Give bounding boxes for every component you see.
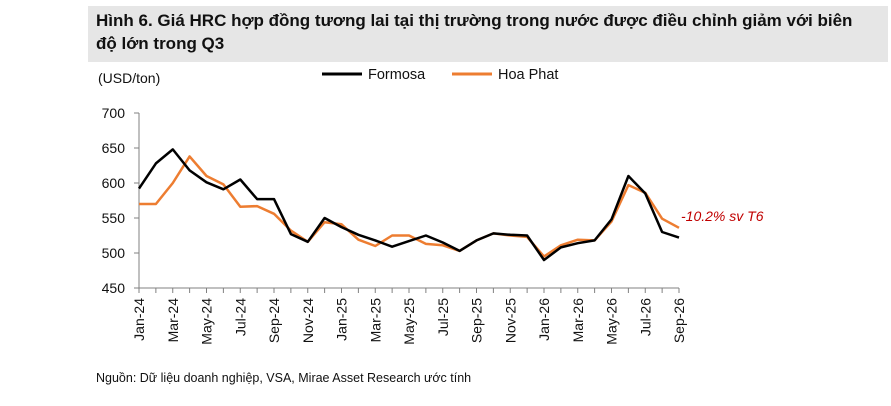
y-tick-label: 450 (102, 280, 126, 296)
x-tick-label: Nov-25 (502, 298, 518, 343)
x-tick-label: Jan-25 (334, 298, 350, 341)
x-tick-label: Jan-26 (536, 298, 552, 341)
x-tick-label: Sep-25 (469, 298, 485, 343)
annotation-label: -10.2% sv T6 (681, 208, 764, 224)
chart-title: Hình 6. Giá HRC hợp đồng tương lai tại t… (96, 11, 853, 53)
x-tick-label: Jul-24 (232, 298, 248, 336)
x-tick-label: Mar-24 (165, 298, 181, 343)
x-tick-label: Mar-25 (367, 298, 383, 343)
y-unit-label: (USD/ton) (98, 70, 160, 86)
x-tick-label: Jul-26 (637, 298, 653, 336)
series-layer (137, 148, 680, 262)
y-tick-label: 500 (102, 245, 126, 261)
x-tick-label: Sep-26 (671, 298, 687, 343)
source-note: Nguồn: Dữ liệu doanh nghiệp, VSA, Mirae … (96, 371, 472, 385)
x-tick-label: May-25 (401, 298, 417, 345)
legend-label: Formosa (368, 67, 426, 83)
x-tick-label: Jul-25 (435, 298, 451, 336)
title-background (88, 6, 888, 62)
y-tick-label: 650 (102, 140, 126, 156)
series-line-formosa (137, 148, 680, 262)
x-tick-label: May-26 (604, 298, 620, 345)
x-tick-label: Nov-24 (300, 298, 316, 343)
x-tick-label: Sep-24 (266, 298, 282, 343)
legend-label: Hoa Phat (498, 67, 558, 83)
x-tick-label: Mar-26 (570, 298, 586, 343)
legend: Formosa Hoa Phat (322, 67, 558, 83)
y-tick-label: 550 (102, 210, 126, 226)
y-tick-label: 600 (102, 175, 126, 191)
y-axis: 450 500 550 600 650 700 (102, 105, 140, 296)
x-tick-label: May-24 (199, 298, 215, 345)
y-tick-label: 700 (102, 105, 126, 121)
x-axis: Jan-24 Mar-24 May-24 Jul-24 Sep-24 Nov-24 Jan-… (131, 287, 687, 345)
x-tick-label: Jan-24 (131, 298, 147, 341)
